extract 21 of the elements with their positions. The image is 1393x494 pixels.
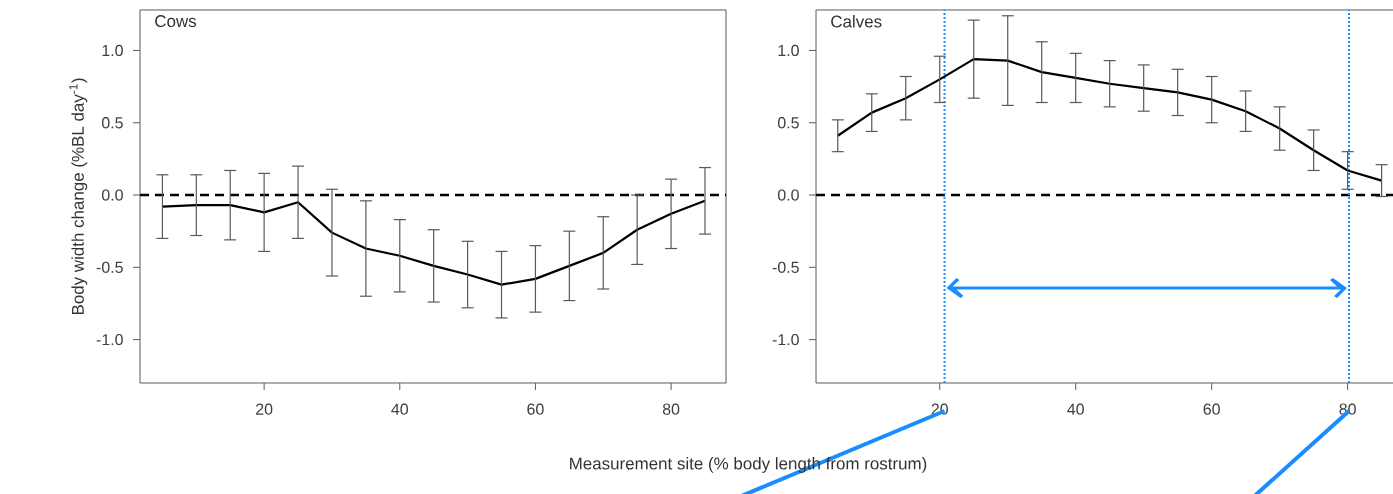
y-tick-label: 0.0: [101, 189, 123, 201]
y-tick-label: -0.5: [96, 261, 123, 273]
chart-title: Calves: [831, 15, 882, 28]
x-tick-label: 40: [1067, 403, 1084, 415]
chart-title: Cows: [155, 15, 197, 28]
y-tick-label: 1.0: [102, 44, 123, 57]
y-tick-label: -1.0: [772, 333, 799, 346]
x-tick-label: 60: [1203, 403, 1220, 415]
y-tick-label: 0.5: [777, 117, 799, 129]
y-tick-label: 0.5: [101, 117, 123, 129]
x-tick-label: 20: [256, 403, 273, 415]
y-tick-label: -0.5: [772, 261, 799, 273]
x-tick-label: 40: [391, 403, 409, 415]
x-tick-label: 60: [527, 403, 544, 415]
y-axis-title: Body width change (%BL day$^{-1}$): [69, 78, 88, 315]
y-tick-label: -1.0: [96, 333, 123, 346]
x-tick-label: 80: [662, 403, 680, 415]
y-tick-label: 1.0: [778, 44, 799, 57]
line-series: [836, 58, 1383, 182]
y-tick-label: 0.0: [777, 189, 799, 201]
line-series: [161, 199, 707, 286]
